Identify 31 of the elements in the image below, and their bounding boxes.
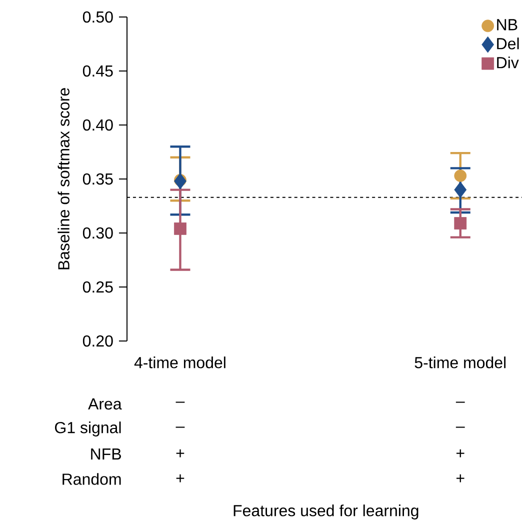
text: Area: [88, 398, 122, 410]
text: G1 signal: [55, 422, 121, 436]
y-tick-label: 0.40: [82, 119, 113, 131]
y-tick-label: 0.45: [82, 65, 113, 77]
y-tick-label: 0.25: [82, 281, 113, 293]
text: –: [456, 426, 465, 428]
point: [454, 217, 467, 230]
y-tick-label: 0.50: [82, 11, 113, 23]
text: Features used for learning: [234, 504, 418, 520]
text: +: [176, 474, 184, 482]
y-tick-label: 0.30: [82, 227, 113, 239]
text: –: [456, 402, 465, 403]
text: +: [456, 474, 464, 482]
legend-label: NB: [497, 19, 518, 30]
text: NFB: [91, 448, 121, 460]
legend-label: Del: [497, 38, 519, 50]
text: –: [176, 402, 185, 403]
y-tick-label: 0.20: [82, 335, 113, 347]
text: Random: [62, 473, 121, 485]
text: –: [176, 426, 185, 428]
text: +: [176, 449, 184, 458]
point: [174, 172, 186, 190]
point: [454, 182, 467, 198]
point: [454, 170, 467, 182]
x-tick-label: 4-time model: [134, 356, 226, 368]
legend-label: Div: [497, 56, 519, 68]
x-tick-label: 5-time model: [414, 356, 506, 368]
text: +: [456, 449, 464, 458]
y-axis-title: Baseline of softmax score: [58, 88, 70, 270]
point: [174, 222, 186, 235]
y-tick-label: 0.35: [82, 173, 113, 185]
